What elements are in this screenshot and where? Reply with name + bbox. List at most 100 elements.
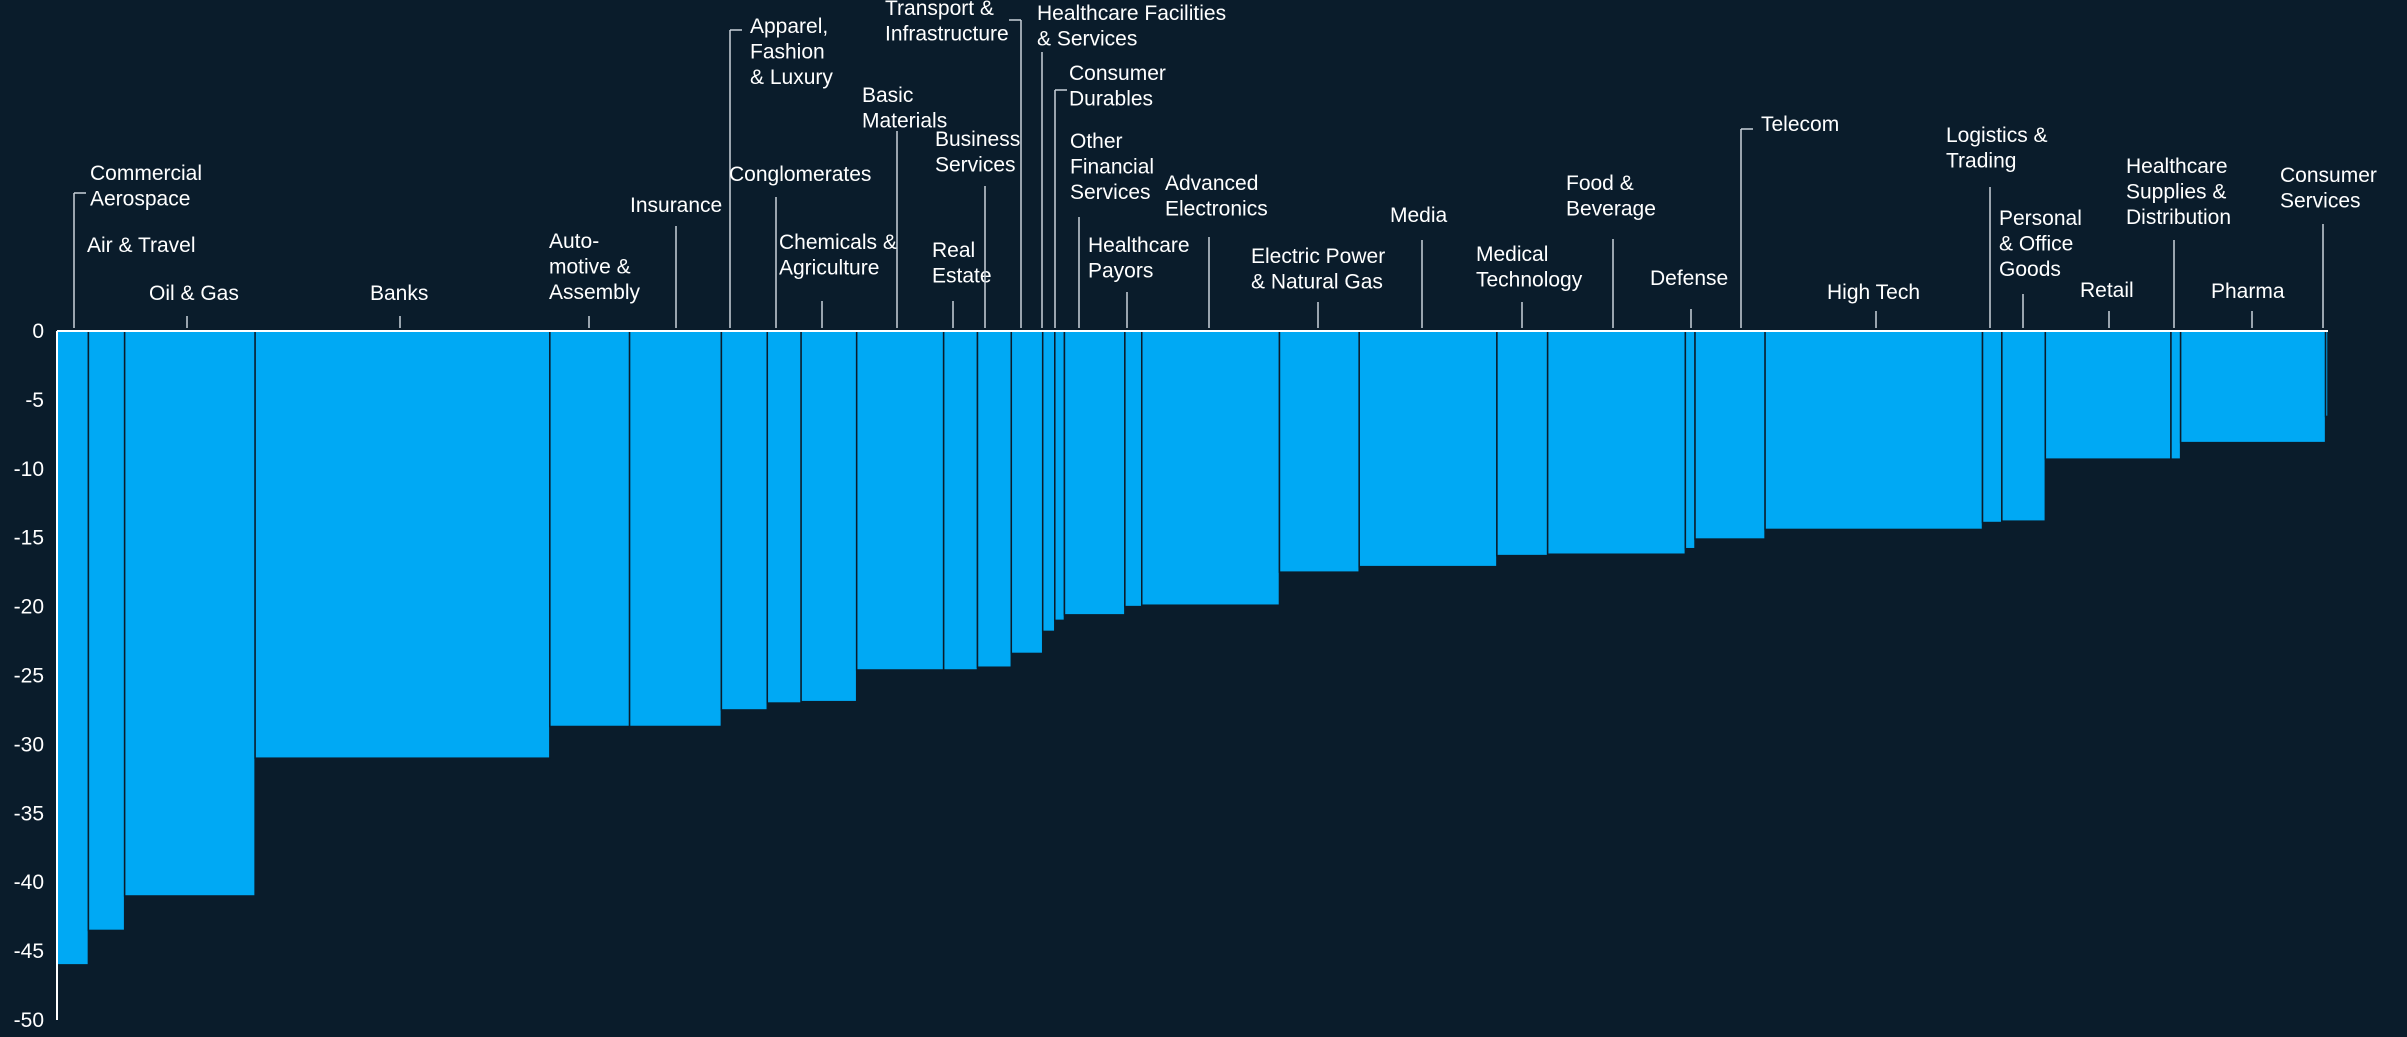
category-label-text: Chemicals & Agriculture [779, 231, 897, 280]
bar-24 [1694, 330, 1766, 540]
category-label-text: Commercial Aerospace [90, 162, 202, 211]
category-label-text: Telecom [1761, 113, 1839, 136]
category-label-text: Oil & Gas [149, 282, 239, 305]
bar-19 [1278, 330, 1360, 573]
bar-9 [800, 330, 858, 703]
category-label-28: Retail [2080, 279, 2134, 328]
category-label-text: Healthcare Payors [1088, 234, 1190, 283]
category-label-text: Transport & Infrastructure [885, 0, 1009, 46]
y-tick-label: -25 [14, 665, 44, 688]
bar-21 [1496, 330, 1549, 557]
category-label-6: Insurance [630, 194, 722, 328]
category-label-text: Defense [1650, 267, 1728, 290]
category-label-12: Business Services [935, 128, 1020, 328]
bar-14 [1041, 330, 1056, 633]
category-label-text: Other Financial Services [1070, 130, 1154, 204]
category-label-1: Commercial Aerospace [73, 162, 202, 328]
bar-16 [1063, 330, 1126, 616]
category-label-text: Air & Travel [87, 234, 196, 257]
bar-23 [1684, 330, 1696, 550]
category-label-text: Healthcare Supplies & Distribution [2126, 155, 2231, 229]
bars-layer [56, 330, 2329, 966]
bar-26 [1981, 330, 2003, 524]
category-label-5: Auto-motive & Assembly [549, 230, 641, 328]
category-label-text: Insurance [630, 194, 722, 217]
category-label-3: Oil & Gas [149, 282, 239, 328]
category-label-26: Logistics & Trading [1946, 124, 2048, 328]
category-label-21: Medical Technology [1476, 243, 1583, 328]
category-label-18: Advanced Electronics [1165, 172, 1268, 328]
category-label-29: Healthcare Supplies & Distribution [2126, 155, 2231, 328]
category-label-8: Conglomerates [729, 163, 871, 328]
bar-5 [549, 330, 631, 728]
bar-13 [1010, 330, 1044, 655]
y-tick-label: -30 [14, 733, 44, 756]
category-label-text: Consumer Services [2280, 164, 2377, 213]
y-tick-label: -20 [14, 596, 44, 619]
category-label-text: Apparel, Fashion & Luxury [750, 15, 833, 89]
category-label-19: Electric Power & Natural Gas [1251, 245, 1385, 328]
bar-11 [942, 330, 979, 671]
bar-2 [87, 330, 126, 932]
category-label-text: Business Services [935, 128, 1020, 177]
bar-1 [56, 330, 90, 966]
category-label-text: Logistics & Trading [1946, 124, 2048, 173]
bar-7 [720, 330, 769, 711]
y-tick-label: 0 [32, 320, 44, 343]
bar-4 [254, 330, 551, 759]
bar-8 [766, 330, 802, 704]
category-label-text: Conglomerates [729, 163, 871, 186]
bar-22 [1546, 330, 1687, 555]
category-label-text: Media [1390, 204, 1448, 227]
category-label-text: Banks [370, 282, 428, 305]
category-label-text: High Tech [1827, 281, 1920, 304]
category-label-text: Auto-motive & Assembly [549, 230, 641, 304]
y-tick-label: -45 [14, 940, 44, 963]
bar-17 [1124, 330, 1143, 608]
category-label-text: Healthcare Facilities & Services [1037, 2, 1226, 51]
bar-12 [976, 330, 1013, 668]
bar-27 [2001, 330, 2047, 522]
category-label-23: Defense [1650, 267, 1728, 328]
bar-15 [1054, 330, 1066, 622]
category-label-27: Personal & Office Goods [1999, 207, 2082, 328]
category-label-25: High Tech [1827, 281, 1920, 328]
category-label-text: Advanced Electronics [1165, 172, 1268, 221]
bar-28 [2044, 330, 2172, 460]
category-label-2: Air & Travel [87, 234, 196, 257]
y-tick-label: -10 [14, 458, 44, 481]
category-label-text: Pharma [2211, 280, 2285, 303]
bar-10 [855, 330, 945, 671]
category-label-7: Apparel, Fashion & Luxury [729, 15, 833, 328]
category-label-text: Electric Power & Natural Gas [1251, 245, 1385, 294]
y-axis: 0 -5 -10 -15 -20 -25 -30 -35 -40 -45 -50 [14, 320, 2328, 1032]
category-label-9: Chemicals & Agriculture [779, 231, 897, 328]
category-label-17: Healthcare Payors [1088, 234, 1190, 328]
category-label-22: Food & Beverage [1566, 172, 1656, 328]
bar-29 [2170, 330, 2182, 460]
category-label-11: Real Estate [932, 239, 992, 328]
bar-30 [2179, 330, 2327, 444]
category-label-text: Consumer Durables [1069, 62, 1166, 111]
category-label-text: Real Estate [932, 239, 992, 288]
bar-18 [1141, 330, 1281, 606]
category-label-4: Banks [370, 282, 428, 328]
category-label-text: Retail [2080, 279, 2134, 302]
category-label-10: Basic Materials [862, 84, 947, 328]
category-label-text: Food & Beverage [1566, 172, 1656, 221]
category-label-15: Consumer Durables [1054, 62, 1166, 328]
bar-25 [1764, 330, 1984, 531]
category-label-13: Transport & Infrastructure [885, 0, 1022, 328]
category-label-text: Personal & Office Goods [1999, 207, 2082, 281]
category-label-20: Media [1390, 204, 1448, 328]
category-label-24: Telecom [1740, 113, 1839, 328]
category-label-14: Healthcare Facilities & Services [1037, 2, 1226, 328]
y-tick-label: -40 [14, 871, 44, 894]
bar-3 [123, 330, 256, 897]
category-label-31: Consumer Services [2280, 164, 2377, 328]
category-labels: Commercial Aerospace Air & Travel Oil & Gas… [73, 0, 2377, 328]
bar-6 [628, 330, 723, 728]
bar-20 [1358, 330, 1498, 568]
